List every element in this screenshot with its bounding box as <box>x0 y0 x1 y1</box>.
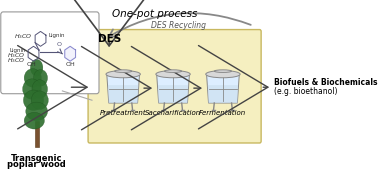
Text: O: O <box>57 42 62 47</box>
Text: $H_3CO$: $H_3CO$ <box>7 56 26 65</box>
Polygon shape <box>107 74 139 103</box>
Text: Lignin: Lignin <box>48 33 65 38</box>
Ellipse shape <box>24 69 41 87</box>
Text: Fermentation: Fermentation <box>199 110 246 116</box>
Ellipse shape <box>156 71 190 78</box>
Ellipse shape <box>206 71 240 78</box>
Text: DES Recycling: DES Recycling <box>150 21 206 30</box>
Ellipse shape <box>214 70 232 72</box>
Text: Pretreatment: Pretreatment <box>100 110 146 116</box>
Ellipse shape <box>164 70 182 72</box>
Ellipse shape <box>32 80 48 98</box>
Ellipse shape <box>34 70 48 86</box>
Polygon shape <box>65 46 76 61</box>
Polygon shape <box>156 74 189 103</box>
FancyArrowPatch shape <box>109 13 251 37</box>
Ellipse shape <box>23 79 41 99</box>
Ellipse shape <box>23 90 43 110</box>
FancyBboxPatch shape <box>1 12 99 94</box>
Text: Lignin: Lignin <box>9 48 26 53</box>
Ellipse shape <box>30 59 43 76</box>
Ellipse shape <box>106 71 140 78</box>
Ellipse shape <box>26 102 48 121</box>
Polygon shape <box>208 85 238 103</box>
Text: OH: OH <box>65 62 75 67</box>
Text: poplar wood: poplar wood <box>7 160 66 169</box>
Text: $H_3CO$: $H_3CO$ <box>7 51 26 60</box>
Polygon shape <box>108 85 138 103</box>
Polygon shape <box>158 85 188 103</box>
FancyBboxPatch shape <box>35 121 39 147</box>
Text: OH: OH <box>26 62 36 67</box>
Text: Transgenic: Transgenic <box>11 154 62 163</box>
Text: DES: DES <box>98 34 121 44</box>
Ellipse shape <box>31 91 48 109</box>
Text: Biofuels & Biochemicals: Biofuels & Biochemicals <box>274 78 378 87</box>
Ellipse shape <box>115 70 132 72</box>
Ellipse shape <box>24 112 45 129</box>
Text: $H_3CO$: $H_3CO$ <box>14 32 33 40</box>
FancyBboxPatch shape <box>88 30 261 143</box>
Text: (e.g. bioethanol): (e.g. bioethanol) <box>274 87 338 96</box>
Polygon shape <box>206 74 239 103</box>
Text: One-pot process: One-pot process <box>112 9 197 19</box>
Text: Saccharification: Saccharification <box>145 110 201 116</box>
